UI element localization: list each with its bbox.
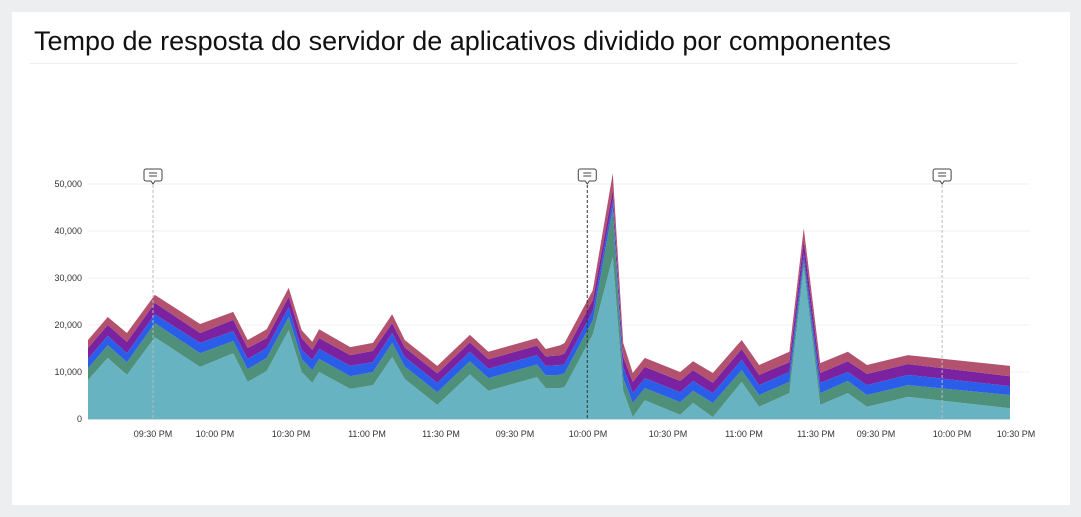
area-series-4 xyxy=(88,190,1010,394)
x-tick-label: 10:30 PM xyxy=(997,429,1036,439)
y-tick-label: 50,000 xyxy=(54,179,82,189)
chart-card: Tempo de resposta do servidor de aplicat… xyxy=(12,12,1070,505)
comment-icon[interactable] xyxy=(932,168,952,185)
chart-title: Tempo de resposta do servidor de aplicat… xyxy=(34,26,891,56)
x-tick-label: 11:30 PM xyxy=(797,429,835,439)
y-tick-label: 0 xyxy=(77,414,82,424)
area-series-5 xyxy=(88,173,1010,383)
x-tick-label: 11:00 PM xyxy=(725,429,763,439)
x-tick-label: 10:30 PM xyxy=(649,429,688,439)
x-tick-label: 09:30 PM xyxy=(134,429,173,439)
area-series-3 xyxy=(88,199,1010,404)
x-tick-label: 10:00 PM xyxy=(933,429,972,439)
y-tick-label: 20,000 xyxy=(54,320,82,330)
comment-icon[interactable] xyxy=(577,168,597,185)
title-divider xyxy=(30,63,1017,64)
y-tick-label: 30,000 xyxy=(54,273,82,283)
y-tick-label: 40,000 xyxy=(54,226,82,236)
area-series-1 xyxy=(88,256,1010,419)
x-tick-label: 11:30 PM xyxy=(422,429,460,439)
area-series-2 xyxy=(88,207,1010,418)
y-tick-label: 10,000 xyxy=(54,367,82,377)
x-tick-label: 11:00 PM xyxy=(348,429,386,439)
x-tick-label: 10:30 PM xyxy=(272,429,311,439)
comment-icon[interactable] xyxy=(143,168,163,185)
x-tick-label: 09:30 PM xyxy=(857,429,896,439)
x-tick-label: 10:00 PM xyxy=(196,429,235,439)
x-tick-label: 10:00 PM xyxy=(569,429,608,439)
x-tick-label: 09:30 PM xyxy=(496,429,535,439)
